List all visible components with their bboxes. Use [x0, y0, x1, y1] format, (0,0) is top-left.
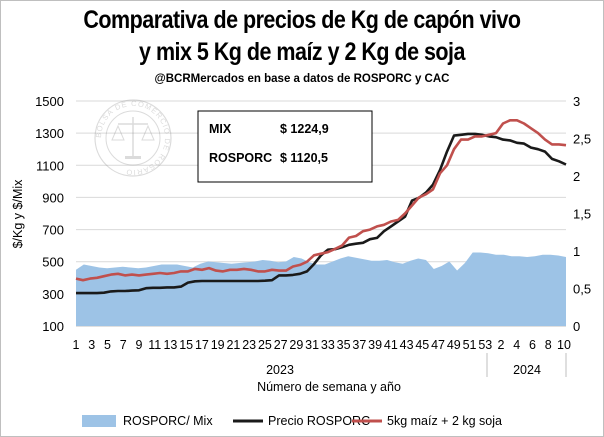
x-tick-label: 45 — [415, 338, 429, 352]
info-box-rosporc-value: $ 1120,5 — [280, 151, 328, 165]
y-tick-label: 300 — [42, 287, 64, 302]
info-box: MIX $ 1224,9 ROSPORC $ 1120,5 — [197, 110, 373, 183]
x-tick-label: 21 — [226, 338, 240, 352]
series-area-rosporc-mix — [76, 252, 566, 326]
x-tick-label: 35 — [337, 338, 351, 352]
x-tick-label: 3 — [88, 338, 95, 352]
y-tick-label: 1500 — [35, 94, 64, 109]
x-tick-label: 17 — [195, 338, 209, 352]
info-box-rosporc-label: ROSPORC — [209, 151, 272, 165]
y2-tick-label: 2,5 — [573, 132, 591, 147]
y2-tick-label: 3 — [573, 94, 580, 109]
x-tick-label: 29 — [289, 338, 303, 352]
x-tick-label: 7 — [120, 338, 127, 352]
x-axis-title: Número de semana y año — [257, 380, 401, 394]
y2-tick-label: 0 — [573, 319, 580, 334]
y-tick-label: 1100 — [36, 158, 64, 173]
line-series-layer — [75, 119, 567, 295]
legend-label-mix: 5kg maíz + 2 kg soja — [387, 414, 502, 428]
year-label-2023: 2023 — [266, 363, 294, 377]
x-tick-label: 41 — [384, 338, 398, 352]
y-axis-title: $/Kg y $/Mix — [11, 179, 25, 249]
x-tick-label: 9 — [135, 338, 142, 352]
year-label-2024: 2024 — [513, 363, 541, 377]
chart-subtitle: @BCRMercados en base a datos de ROSPORC … — [154, 73, 450, 85]
y2-tick-label: 1,5 — [573, 207, 591, 222]
chart-title-line-2: y mix 5 Kg de maíz y 2 Kg de soja — [139, 38, 465, 66]
y2-tick-label: 0,5 — [573, 282, 591, 297]
legend: ROSPORC/ Mix Precio ROSPORC 5kg maíz + 2… — [82, 414, 502, 428]
x-tick-label: 5 — [104, 338, 111, 352]
y2-tick-label: 1 — [573, 244, 580, 259]
x-tick-label: 33 — [321, 338, 335, 352]
x-tick-label: 2 — [498, 338, 505, 352]
series-line-mix — [75, 119, 567, 282]
x-tick-label: 4 — [513, 338, 520, 352]
x-tick-label: 11 — [148, 338, 161, 352]
y-axis-ticks: 100 300 500 700 900 1100 1300 1500 — [35, 94, 64, 334]
x-tick-label: 23 — [242, 338, 256, 352]
chart-title-line-1: Comparativa de precios de Kg de capón vi… — [83, 6, 521, 34]
y2-axis-ticks: 0 0,5 1 1,5 2 2,5 3 — [573, 94, 591, 334]
info-box-mix-value: $ 1224,9 — [280, 122, 329, 136]
x-tick-label: 13 — [163, 338, 177, 352]
x-tick-label: 31 — [305, 338, 319, 352]
info-box-mix-label: MIX — [209, 122, 232, 136]
x-tick-label: 6 — [529, 338, 536, 352]
y-tick-label: 100 — [42, 319, 64, 334]
legend-label-precio-rosporc: Precio ROSPORC — [268, 414, 370, 428]
x-tick-label: 19 — [211, 338, 225, 352]
x-tick-label: 49 — [447, 338, 461, 352]
legend-swatch-rosporc-mix — [82, 415, 116, 427]
x-axis-ticks: 1 3 5 7 9 11 13 15 17 19 21 23 25 27 29 31 33 35 37 39 41 43 4… — [73, 338, 571, 352]
legend-label-rosporc-mix: ROSPORC/ Mix — [123, 414, 213, 428]
x-tick-label: 10 — [557, 338, 571, 352]
x-tick-label: 37 — [352, 338, 366, 352]
x-tick-label: 51 — [463, 338, 477, 352]
x-tick-label: 43 — [400, 338, 414, 352]
x-tick-label: 1 — [73, 338, 80, 352]
x-tick-label: 8 — [545, 338, 552, 352]
x-tick-label: 25 — [258, 338, 272, 352]
y2-tick-label: 2 — [573, 169, 580, 184]
y-tick-label: 900 — [42, 190, 64, 205]
y-tick-label: 500 — [42, 255, 64, 270]
x-tick-label: 47 — [431, 338, 445, 352]
y-tick-label: 1300 — [35, 126, 64, 141]
x-tick-label: 15 — [179, 338, 193, 352]
x-tick-label: 27 — [274, 338, 288, 352]
x-tick-label: 53 — [478, 338, 492, 352]
y-tick-label: 700 — [42, 223, 64, 238]
x-tick-label: 39 — [368, 338, 382, 352]
area-series-layer — [76, 252, 566, 326]
